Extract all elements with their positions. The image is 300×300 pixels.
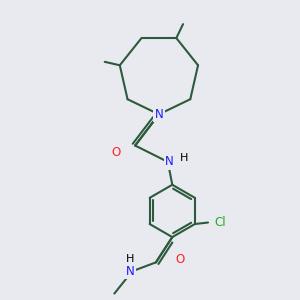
Text: N: N [125,265,134,278]
Text: N: N [165,155,174,168]
Text: N: N [154,108,163,121]
Text: O: O [111,146,120,159]
Text: H: H [180,153,188,163]
Text: O: O [175,253,184,266]
Text: H: H [126,254,134,264]
Text: Cl: Cl [214,216,226,229]
